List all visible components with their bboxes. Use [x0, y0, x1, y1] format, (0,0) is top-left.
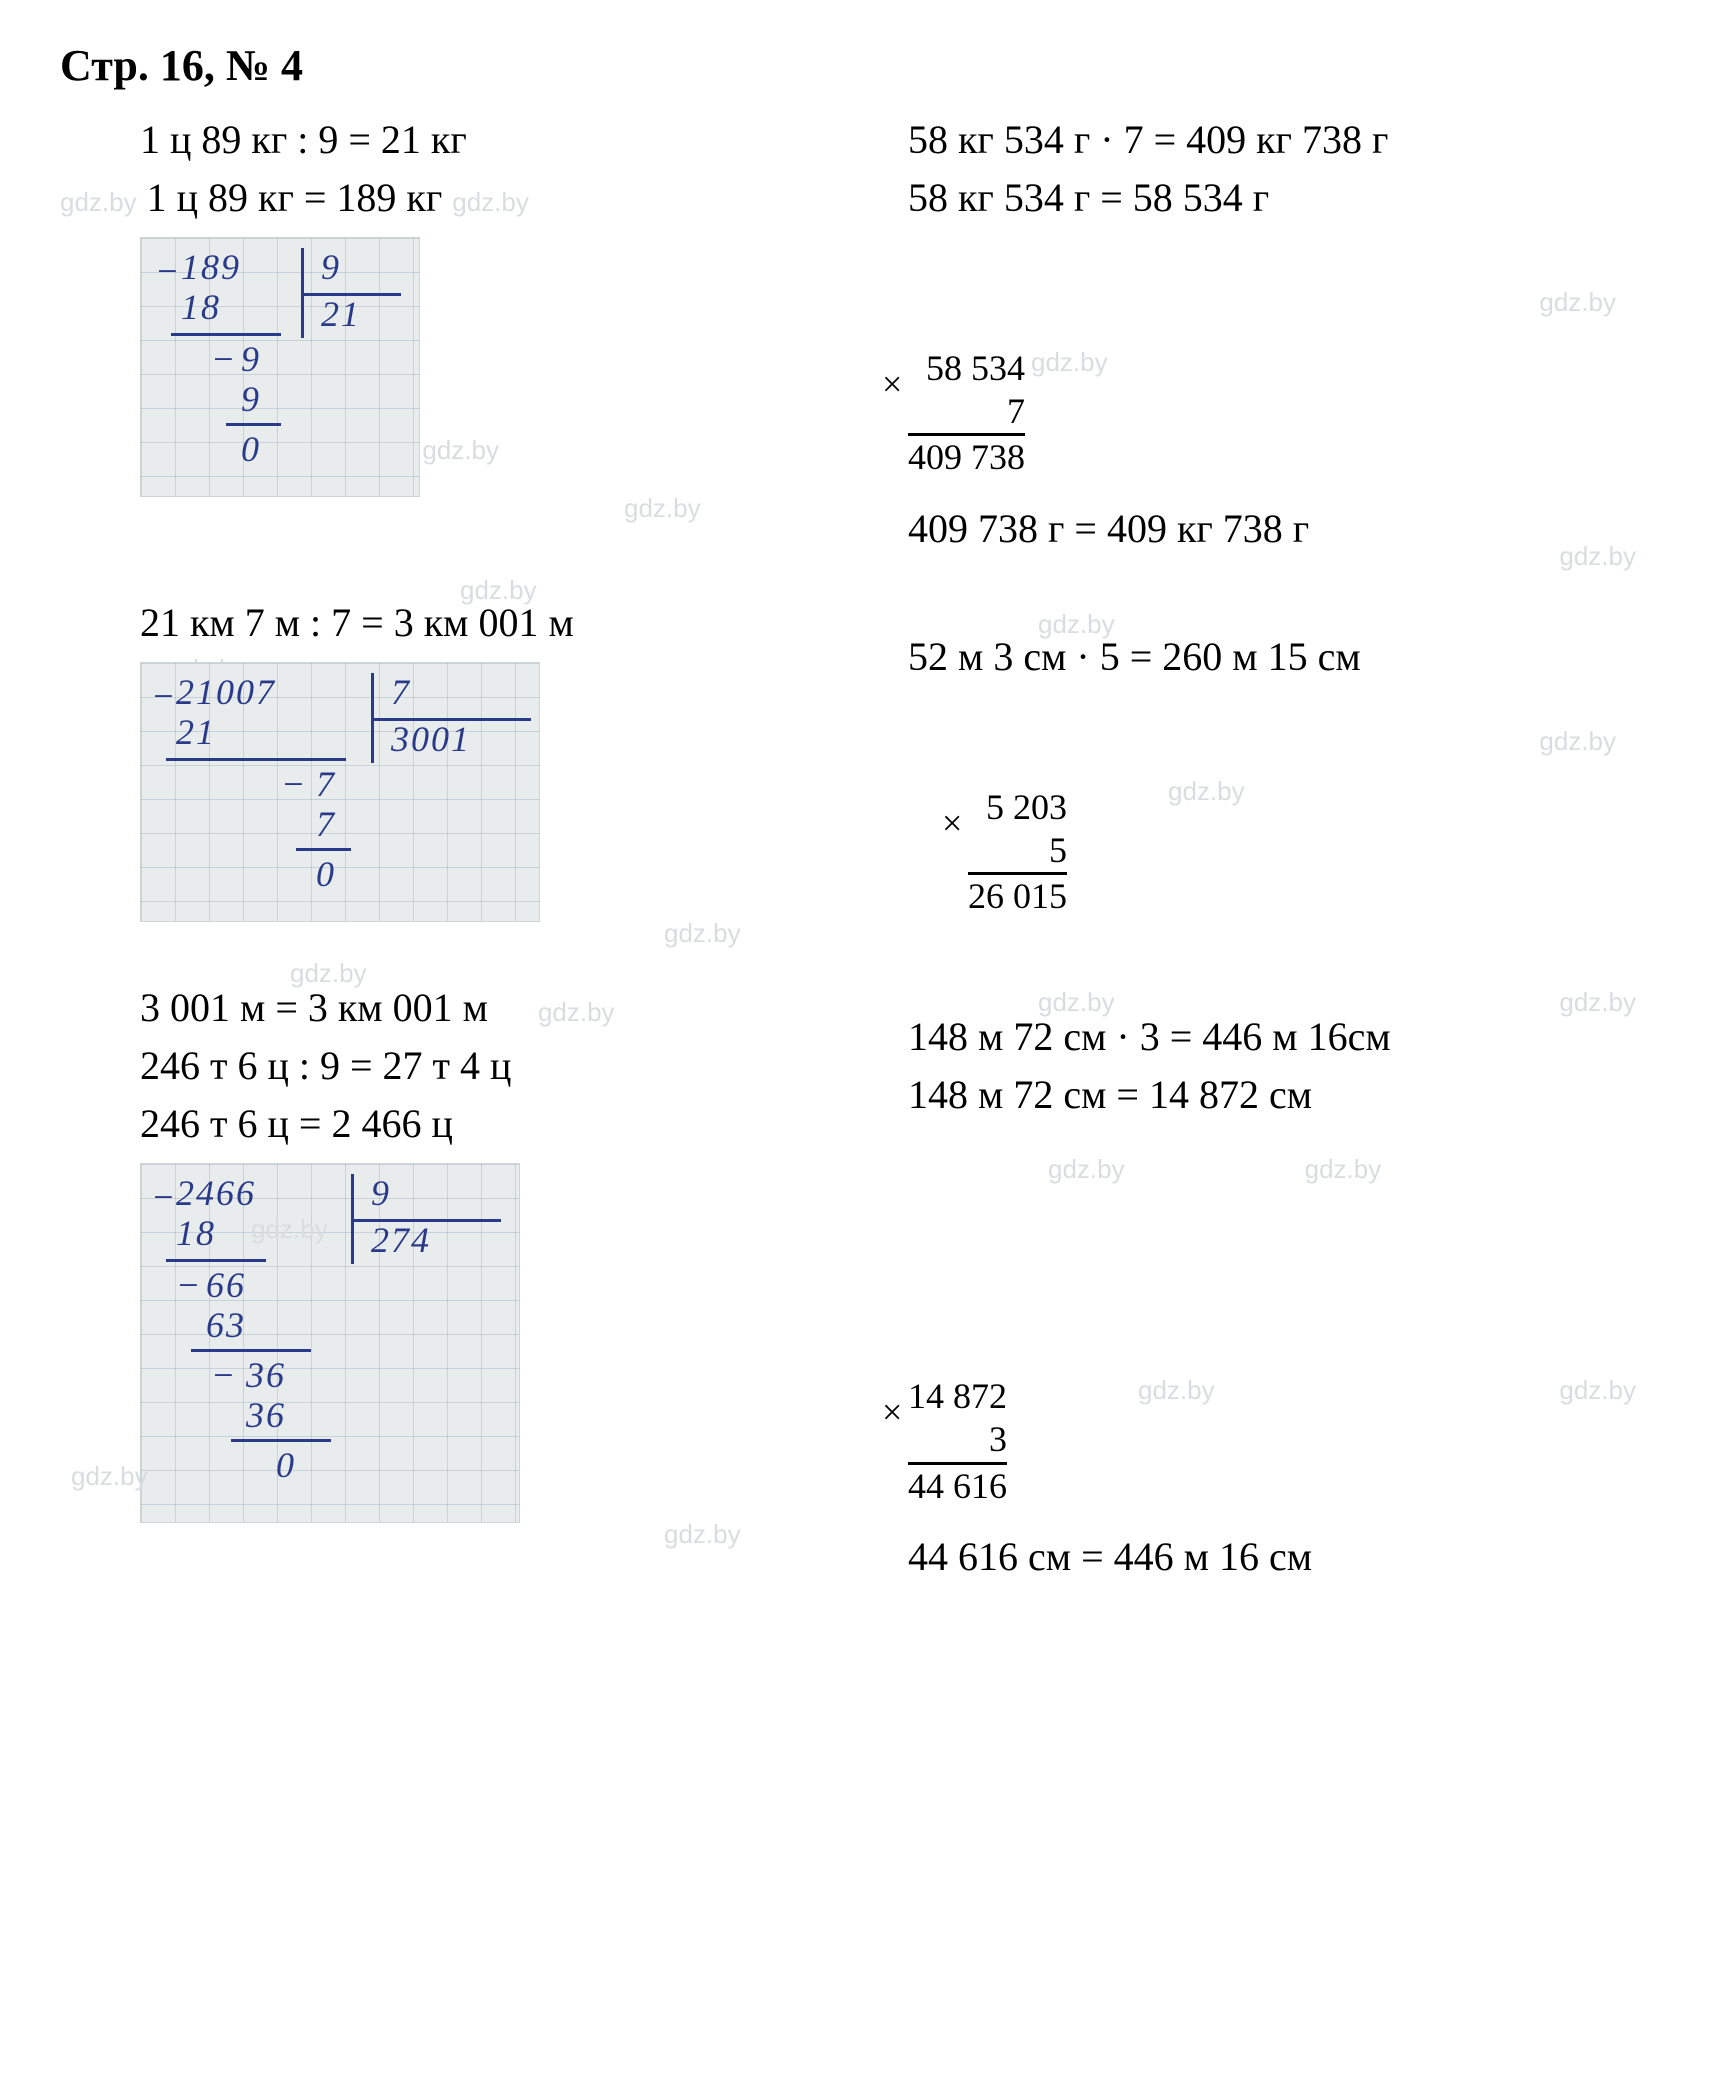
- calc-result: 26 015: [968, 872, 1067, 918]
- watermark: gdz.by: [1559, 1375, 1636, 1406]
- watermark: gdz.by: [1305, 1154, 1382, 1185]
- hw-text: 21007: [176, 671, 276, 713]
- hw-text: 66: [206, 1264, 246, 1306]
- text-span: 3 001 м = 3 км 001 м: [140, 985, 488, 1030]
- left-problem-3: 3 001 м = 3 км 001 м gdz.by gdz.by 246 т…: [60, 979, 828, 1550]
- mult-sign: ×: [882, 1391, 902, 1434]
- text-span: 1 ц 89 кг = 189 кг: [147, 175, 443, 220]
- right-problem-1: 58 кг 534 г · 7 = 409 кг 738 г 58 кг 534…: [908, 111, 1676, 558]
- watermark: gdz.by: [624, 493, 701, 524]
- watermark: gdz.by: [1138, 1375, 1215, 1406]
- text-line: 246 т 6 ц = 2 466 ц: [140, 1095, 828, 1153]
- hw-text: 2466: [176, 1172, 256, 1214]
- text-span: 409 738 г = 409 кг 738 г: [908, 506, 1309, 551]
- hw-text: 189: [181, 246, 241, 288]
- watermark: gdz.by: [1539, 287, 1616, 318]
- right-problem-3: 148 м 72 см · 3 = 446 м 16см gdz.by gdz.…: [908, 1008, 1676, 1586]
- watermark: gdz.by: [664, 1519, 741, 1550]
- left-column: 1 ц 89 кг : 9 = 21 кг gdz.by 1 ц 89 кг =…: [60, 111, 828, 1616]
- text-line: 246 т 6 ц : 9 = 27 т 4 ц: [140, 1037, 828, 1095]
- calc-row: 58 534: [926, 348, 1025, 388]
- mult-sign: ×: [942, 802, 962, 845]
- handwritten-division-3: − 2466 9 18 gdz.by 274 − 66 63 − 36 36 0…: [140, 1163, 520, 1523]
- multiplication-calc-1: × 58 534gdz.by 7 409 738: [908, 347, 1025, 480]
- left-problem-2: 21 км 7 м : 7 = 3 км 001 м gdz.by gdz.by…: [60, 594, 828, 949]
- watermark: gdz.by: [60, 184, 137, 222]
- text-line: 58 кг 534 г = 58 534 г: [908, 169, 1676, 227]
- watermark: gdz.by: [1048, 1154, 1125, 1185]
- watermark: gdz.by: [1559, 538, 1636, 576]
- calc-row: 5: [968, 829, 1067, 872]
- hw-text: 36: [246, 1394, 286, 1436]
- hw-text: 0: [316, 853, 336, 895]
- watermark-row: gdz.by gdz.by: [908, 1154, 1676, 1185]
- mult-sign: ×: [882, 363, 902, 406]
- hw-text: 21: [176, 711, 216, 753]
- left-problem-1: 1 ц 89 кг : 9 = 21 кг gdz.by 1 ц 89 кг =…: [60, 111, 828, 524]
- text-line: 148 м 72 см · 3 = 446 м 16см gdz.by gdz.…: [908, 1008, 1676, 1066]
- text-line: 1 ц 89 кг : 9 = 21 кг: [140, 111, 828, 169]
- hw-text: 63: [206, 1304, 246, 1346]
- calc-row: 5 203: [968, 786, 1067, 829]
- hw-text: 274: [371, 1219, 431, 1261]
- hw-text: 9: [241, 338, 261, 380]
- multiplication-calc-3: × 14 872 3 44 616: [908, 1375, 1007, 1508]
- hw-text: 9: [321, 246, 341, 288]
- right-problem-2: 52 м 3 см · 5 = 260 м 15 см gdz.by gdz.b…: [908, 628, 1676, 939]
- text-line: 409 738 г = 409 кг 738 г gdz.by: [908, 500, 1676, 558]
- watermark: gdz.by: [664, 918, 741, 949]
- columns: 1 ц 89 кг : 9 = 21 кг gdz.by 1 ц 89 кг =…: [60, 111, 1676, 1616]
- watermark: gdz.by: [1031, 347, 1108, 378]
- text-line: 58 кг 534 г · 7 = 409 кг 738 г: [908, 111, 1676, 169]
- text-line: 52 м 3 см · 5 = 260 м 15 см gdz.by: [908, 628, 1676, 686]
- page-title: Стр. 16, № 4: [60, 40, 1676, 91]
- text-line: 3 001 м = 3 км 001 м gdz.by gdz.by: [140, 979, 828, 1037]
- hw-text: 0: [241, 428, 261, 470]
- hw-text: 9: [371, 1172, 391, 1214]
- calc-result: 409 738: [908, 433, 1025, 479]
- calc-result: 44 616: [908, 1462, 1007, 1508]
- text-line: gdz.by 1 ц 89 кг = 189 кг gdz.by: [140, 169, 828, 227]
- watermark: gdz.by: [538, 994, 615, 1032]
- hw-text: 36: [246, 1354, 286, 1396]
- text-line: 44 616 см = 446 м 16 см: [908, 1528, 1676, 1586]
- right-column: 58 кг 534 г · 7 = 409 кг 738 г 58 кг 534…: [908, 111, 1676, 1616]
- hw-text: 21: [321, 293, 361, 335]
- calc-row: 14 872: [908, 1375, 1007, 1418]
- hw-text: 0: [276, 1444, 296, 1486]
- multiplication-calc-2: × 5 203 5 26 015: [968, 786, 1067, 919]
- watermark: gdz.by: [71, 1461, 148, 1492]
- text-span: 21 км 7 м : 7 = 3 км 001 м: [140, 600, 574, 645]
- text-span: 52 м 3 см · 5 = 260 м 15 см: [908, 634, 1361, 679]
- calc-row: 3: [908, 1418, 1007, 1461]
- watermark: gdz.by: [452, 184, 529, 222]
- hw-text: 7: [391, 671, 411, 713]
- watermark: gdz.by: [1168, 776, 1245, 807]
- watermark: gdz.by: [422, 435, 499, 466]
- text-line: 148 м 72 см = 14 872 см: [908, 1066, 1676, 1124]
- text-span: 148 м 72 см · 3 = 446 м 16см: [908, 1014, 1391, 1059]
- hw-text: 18: [181, 286, 221, 328]
- handwritten-division-2: − 21007 7 21 3001 − 7 7 0: [140, 662, 540, 922]
- hw-text: 18: [176, 1212, 216, 1254]
- hw-text: 9: [241, 378, 261, 420]
- hw-text: 3001: [391, 718, 471, 760]
- hw-text: 7: [316, 803, 336, 845]
- hw-text: 7: [316, 763, 336, 805]
- calc-row: 7: [908, 390, 1025, 433]
- handwritten-division-1: − 189 9 18 21 − 9 9 0 gdz.by: [140, 237, 420, 497]
- text-line: 21 км 7 м : 7 = 3 км 001 м gdz.by: [140, 594, 828, 652]
- watermark: gdz.by: [1539, 726, 1616, 757]
